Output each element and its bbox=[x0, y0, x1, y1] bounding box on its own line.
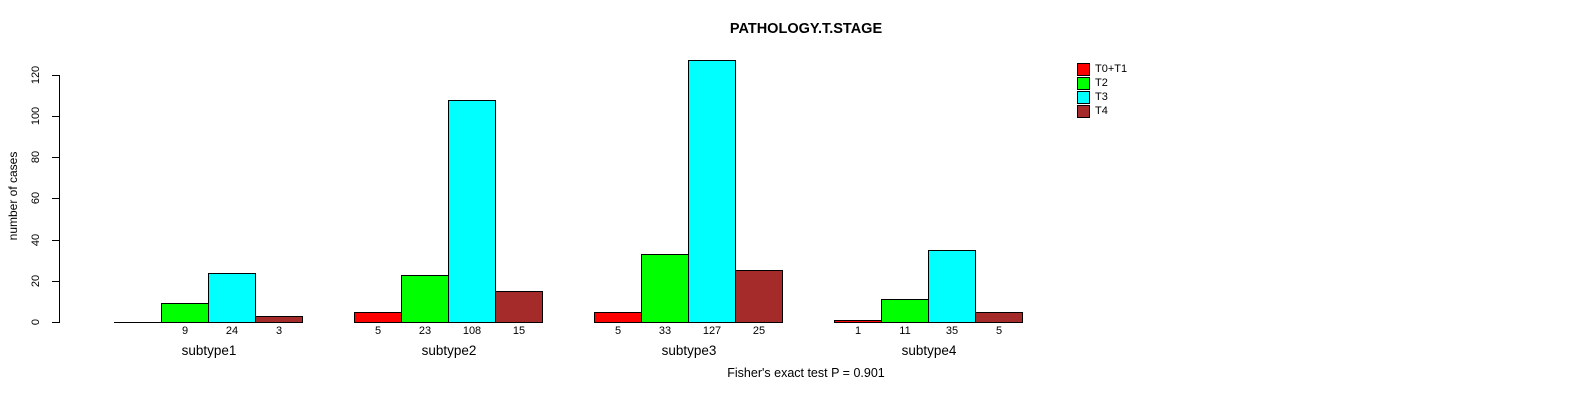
legend-swatch bbox=[1077, 62, 1090, 76]
bar-subtype4-T0+T1 bbox=[834, 320, 882, 322]
y-tick-label: 80 bbox=[30, 150, 42, 164]
bar-count-label: 127 bbox=[702, 325, 722, 337]
legend-swatch bbox=[1077, 104, 1090, 118]
bar-subtype4-T4 bbox=[975, 312, 1023, 322]
bar-count-label: 23 bbox=[418, 325, 432, 337]
y-tick bbox=[52, 75, 60, 76]
bar-count-label: 24 bbox=[225, 325, 239, 337]
legend-label: T2 bbox=[1095, 76, 1108, 89]
bar-subtype2-T3 bbox=[448, 100, 496, 322]
bar-count-label: 108 bbox=[462, 325, 482, 337]
bar-subtype4-T2 bbox=[881, 299, 929, 322]
bar-subtype3-T2 bbox=[641, 254, 689, 322]
legend-label: T4 bbox=[1095, 104, 1108, 117]
bar-group-subtype4 bbox=[834, 0, 1023, 323]
chart-title: PATHOLOGY.T.STAGE bbox=[729, 21, 883, 37]
y-tick bbox=[52, 116, 60, 117]
bar-count-label: 3 bbox=[275, 325, 283, 337]
legend-item: T4 bbox=[1077, 104, 1127, 118]
legend-label: T0+T1 bbox=[1095, 62, 1128, 75]
bar-count-label: 5 bbox=[614, 325, 622, 337]
y-tick-label: 60 bbox=[30, 191, 42, 205]
category-label: subtype3 bbox=[661, 343, 717, 358]
category-label: subtype4 bbox=[901, 343, 957, 358]
bar-subtype2-T4 bbox=[495, 291, 543, 322]
y-tick bbox=[52, 198, 60, 199]
y-tick-label: 0 bbox=[30, 318, 42, 326]
bar-count-label: 15 bbox=[512, 325, 526, 337]
bar-count-label: 25 bbox=[752, 325, 766, 337]
bar-subtype2-T2 bbox=[401, 275, 449, 322]
bar-group-subtype2 bbox=[354, 0, 543, 323]
bar-count-label: 33 bbox=[658, 325, 672, 337]
bar-group-subtype3 bbox=[594, 0, 783, 323]
legend-label: T3 bbox=[1095, 90, 1108, 103]
bar-subtype4-T3 bbox=[928, 250, 976, 322]
category-label: subtype1 bbox=[181, 343, 237, 358]
legend-swatch bbox=[1077, 76, 1090, 90]
bar-count-label: 5 bbox=[374, 325, 382, 337]
legend-item: T0+T1 bbox=[1077, 62, 1128, 76]
y-tick-label: 20 bbox=[30, 274, 42, 288]
legend-item: T3 bbox=[1077, 90, 1127, 104]
bar-subtype1-T2 bbox=[161, 303, 209, 322]
bar-subtype1-T4 bbox=[255, 316, 303, 322]
bar-subtype3-T3 bbox=[688, 60, 736, 322]
annotation-text: Fisher's exact test P = 0.901 bbox=[727, 366, 885, 380]
legend-swatch bbox=[1077, 90, 1090, 104]
legend-item: T2 bbox=[1077, 76, 1127, 90]
y-tick bbox=[52, 240, 60, 241]
legend: T0+T1 T2 T3 T4 bbox=[1077, 62, 1128, 119]
y-tick-label: 100 bbox=[30, 106, 42, 126]
bar-subtype3-T0+T1 bbox=[594, 312, 642, 322]
bar-count-label: 35 bbox=[945, 325, 959, 337]
bar-count-label: 5 bbox=[995, 325, 1003, 337]
y-tick-label: 120 bbox=[30, 65, 42, 85]
y-tick bbox=[52, 157, 60, 158]
y-tick bbox=[52, 322, 60, 323]
bar-subtype2-T0+T1 bbox=[354, 312, 402, 322]
bar-count-label: 11 bbox=[899, 325, 911, 337]
y-tick bbox=[52, 281, 60, 282]
bar-count-label: 1 bbox=[854, 325, 862, 337]
bar-subtype1-T3 bbox=[208, 273, 256, 322]
bar-count-label: 9 bbox=[181, 325, 189, 337]
bar-subtype3-T4 bbox=[735, 270, 783, 322]
y-tick-label: 40 bbox=[30, 233, 42, 247]
bar-group-subtype1 bbox=[114, 0, 303, 323]
category-label: subtype2 bbox=[421, 343, 477, 358]
